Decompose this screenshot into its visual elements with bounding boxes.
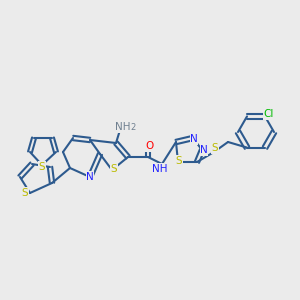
Text: S: S [111,164,117,174]
Text: S: S [212,143,218,153]
Text: N: N [86,172,94,182]
Text: S: S [176,156,182,166]
Text: Cl: Cl [264,110,274,119]
Text: NH: NH [152,164,168,174]
Text: S: S [22,188,28,198]
Text: N: N [200,145,208,155]
Text: S: S [39,162,45,172]
Text: O: O [145,141,153,151]
Text: 2: 2 [130,122,136,131]
Text: N: N [190,134,198,144]
Text: NH: NH [115,122,131,132]
